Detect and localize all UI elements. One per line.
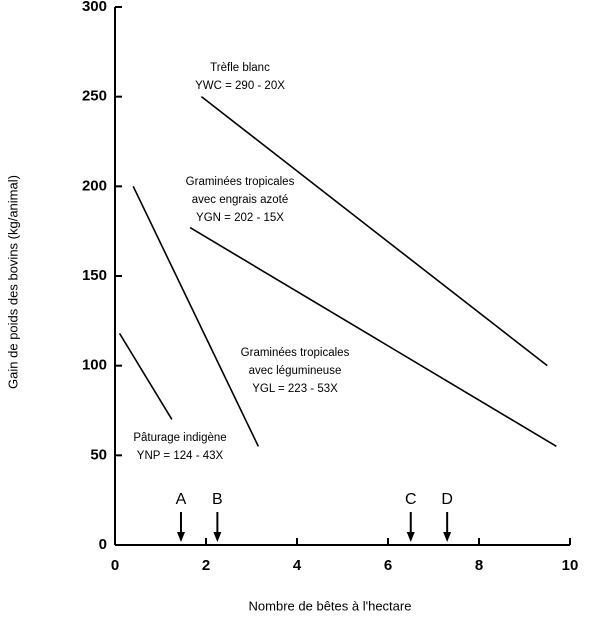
x-tick-label: 0 <box>111 557 119 574</box>
x-tick-label: 8 <box>475 557 483 574</box>
x-tick-label: 2 <box>202 557 210 574</box>
annotation: avec engrais azoté <box>192 194 289 206</box>
y-tick-label: 200 <box>82 177 107 194</box>
x-tick-label: 10 <box>562 557 579 574</box>
y-tick-label: 250 <box>82 88 107 105</box>
annotation: YWC = 290 - 20X <box>195 80 285 92</box>
y-tick-label: 100 <box>82 357 107 374</box>
marker-arrowhead <box>406 532 415 542</box>
annotation: YGN = 202 - 15X <box>196 212 284 224</box>
y-axis-title: Gain de poids des bovins (kg/animal) <box>5 175 20 389</box>
annotation: Graminées tropicales <box>186 176 295 188</box>
annotation: Graminées tropicales <box>241 347 350 359</box>
marker-arrowhead <box>213 532 222 542</box>
annotation: YGL = 223 - 53X <box>252 383 338 395</box>
y-tick-label: 0 <box>99 536 107 553</box>
marker-label: C <box>405 491 417 508</box>
marker-arrowhead <box>176 532 185 542</box>
annotation: Pâturage indigène <box>133 432 226 444</box>
annotation: avec légumineuse <box>249 365 342 377</box>
x-tick-label: 6 <box>384 557 392 574</box>
series-line <box>132 185 260 447</box>
y-tick-label: 150 <box>82 267 107 284</box>
annotation: YNP = 124 - 43X <box>137 450 224 462</box>
series-line <box>118 332 173 420</box>
y-tick-label: 50 <box>90 446 107 463</box>
marker-label: B <box>212 491 223 508</box>
x-axis-title: Nombre de bêtes à l'hectare <box>249 598 412 613</box>
annotation: Trèfle blanc <box>210 62 270 74</box>
series-line <box>189 226 557 448</box>
marker-label: A <box>176 491 187 508</box>
y-tick-label: 300 <box>82 0 107 15</box>
x-tick-label: 4 <box>293 557 302 574</box>
marker-label: D <box>441 491 453 508</box>
series-line <box>200 96 548 367</box>
marker-arrowhead <box>443 532 452 542</box>
